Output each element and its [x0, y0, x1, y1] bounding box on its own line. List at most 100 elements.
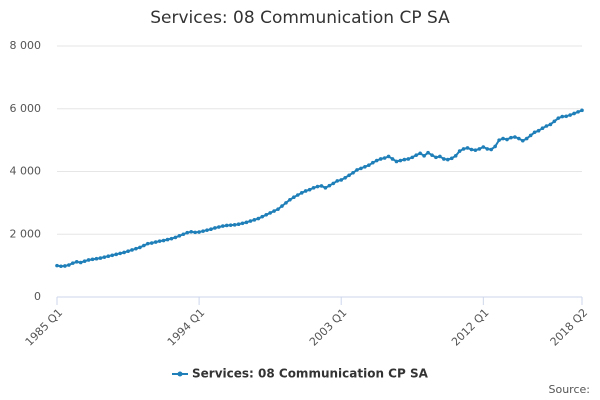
- point: [410, 155, 415, 160]
- point: [311, 186, 316, 190]
- point: [355, 168, 359, 172]
- point: [55, 263, 59, 268]
- point: [236, 222, 241, 227]
- point: [517, 136, 521, 141]
- point: [177, 234, 182, 238]
- point: [288, 197, 292, 202]
- source: Source:: [549, 383, 591, 396]
- point: [102, 255, 107, 259]
- point: [418, 151, 422, 156]
- y-tick-label: 8 000: [10, 39, 42, 52]
- point: [315, 184, 320, 189]
- point: [528, 133, 533, 138]
- point: [142, 243, 146, 248]
- point: [319, 184, 324, 188]
- point: [426, 150, 430, 155]
- point: [74, 260, 79, 264]
- point: [272, 209, 276, 213]
- point: [209, 227, 213, 232]
- point: [367, 163, 371, 168]
- point: [185, 230, 190, 235]
- point: [130, 248, 134, 252]
- point: [532, 130, 537, 135]
- point: [473, 148, 478, 152]
- point: [335, 179, 340, 183]
- point: [564, 114, 569, 119]
- point: [193, 230, 197, 235]
- point: [481, 145, 486, 149]
- point: [157, 239, 162, 243]
- point: [295, 193, 300, 197]
- point: [244, 220, 249, 225]
- point: [303, 189, 308, 193]
- point: [201, 229, 205, 233]
- point: [556, 116, 561, 120]
- point: [114, 252, 119, 257]
- point: [63, 264, 67, 268]
- point: [347, 173, 351, 178]
- point: [339, 178, 344, 182]
- point: [520, 138, 525, 143]
- point: [370, 160, 375, 165]
- point: [422, 154, 426, 158]
- point: [165, 237, 170, 242]
- point: [248, 219, 253, 223]
- x-tick-label: 2012 Q1: [449, 306, 492, 349]
- point: [264, 212, 269, 217]
- point: [224, 223, 229, 228]
- point: [118, 251, 122, 256]
- point: [256, 216, 261, 221]
- x-tick-label: 2018 Q2: [548, 306, 591, 349]
- point: [126, 249, 130, 253]
- point: [351, 170, 355, 175]
- point: [217, 225, 221, 229]
- point: [378, 157, 383, 161]
- point: [505, 137, 509, 142]
- point: [90, 257, 95, 262]
- point: [78, 260, 83, 265]
- point: [477, 147, 482, 151]
- point: [536, 128, 541, 133]
- point: [292, 195, 296, 200]
- point: [98, 256, 103, 260]
- point: [299, 191, 304, 195]
- point: [106, 254, 111, 259]
- point: [461, 147, 466, 151]
- point: [580, 108, 584, 113]
- point: [430, 153, 434, 157]
- point: [149, 241, 154, 245]
- point: [94, 256, 99, 261]
- point: [138, 245, 142, 250]
- point: [390, 157, 395, 161]
- point: [374, 158, 379, 163]
- y-tick-label: 4 000: [10, 165, 42, 178]
- point: [276, 207, 280, 211]
- point: [86, 258, 91, 262]
- point: [453, 154, 458, 158]
- point: [524, 136, 529, 141]
- point: [220, 224, 225, 228]
- x-tick-label: 2003 Q1: [307, 306, 350, 349]
- point: [382, 156, 387, 160]
- point: [153, 240, 158, 244]
- point: [445, 157, 450, 162]
- point: [232, 223, 237, 227]
- point: [513, 135, 517, 139]
- point: [169, 236, 174, 241]
- point: [552, 119, 557, 124]
- point: [359, 166, 363, 171]
- point: [82, 259, 87, 264]
- point: [434, 155, 438, 160]
- y-tick-label: 0: [34, 290, 41, 303]
- legend-marker: [177, 371, 183, 377]
- point: [252, 218, 257, 222]
- point: [568, 113, 572, 117]
- point: [145, 241, 150, 246]
- point: [161, 238, 166, 243]
- point: [469, 147, 474, 152]
- point: [268, 211, 272, 215]
- point: [122, 250, 126, 255]
- point: [406, 157, 411, 161]
- point: [284, 201, 288, 205]
- point: [572, 111, 576, 116]
